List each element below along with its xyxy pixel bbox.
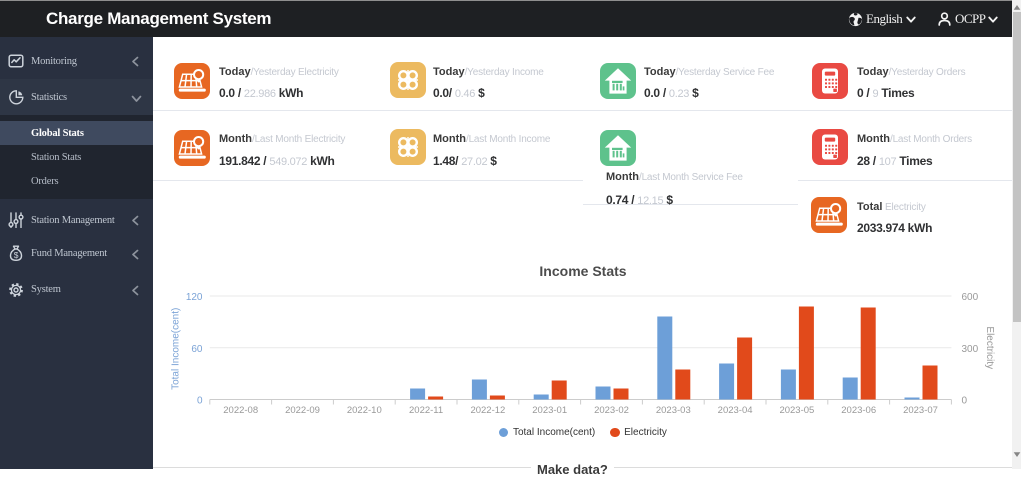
- svg-text:300: 300: [962, 344, 979, 355]
- svg-text:2023-03: 2023-03: [656, 405, 691, 416]
- svg-text:$: $: [14, 250, 19, 260]
- svg-text:2023-05: 2023-05: [779, 405, 814, 416]
- svg-text:2022-11: 2022-11: [409, 405, 443, 416]
- svg-text:2022-10: 2022-10: [347, 405, 382, 416]
- svg-text:2023-06: 2023-06: [841, 405, 876, 416]
- svg-text:Electricity: Electricity: [984, 326, 995, 369]
- svg-text:0: 0: [197, 396, 203, 407]
- svg-text:2022-08: 2022-08: [223, 405, 258, 416]
- svg-text:0: 0: [962, 396, 968, 407]
- svg-text:Total Income(cent): Total Income(cent): [171, 308, 182, 390]
- svg-text:2023-04: 2023-04: [718, 405, 753, 416]
- svg-text:60: 60: [191, 344, 203, 355]
- svg-text:120: 120: [186, 292, 203, 303]
- svg-text:2022-12: 2022-12: [470, 405, 505, 416]
- svg-text:2023-07: 2023-07: [903, 405, 938, 416]
- svg-text:600: 600: [962, 292, 979, 303]
- svg-text:2023-01: 2023-01: [532, 405, 567, 416]
- svg-text:2023-02: 2023-02: [594, 405, 629, 416]
- svg-text:2022-09: 2022-09: [285, 405, 320, 416]
